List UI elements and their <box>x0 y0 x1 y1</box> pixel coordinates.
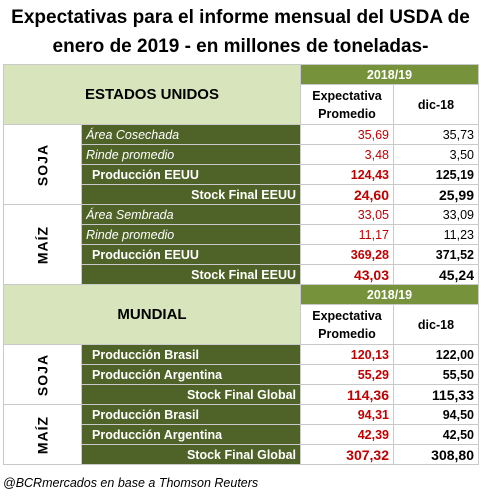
value-dic: 94,50 <box>393 404 479 425</box>
value-dic: 11,23 <box>393 224 479 245</box>
column-dic: dic-18 <box>393 304 479 345</box>
value-dic: 122,00 <box>393 344 479 365</box>
section-title-world: MUNDIAL <box>3 284 301 345</box>
value-dic: 35,73 <box>393 124 479 145</box>
title-line-2: enero de 2019 - en millones de toneladas… <box>52 36 429 57</box>
side-label-maiz: MAÍZ <box>3 404 82 465</box>
side-label-maiz: MAÍZ <box>3 204 82 285</box>
value-expectativa: 11,17 <box>300 224 394 245</box>
value-expectativa: 369,28 <box>300 244 394 265</box>
expectations-table: ESTADOS UNIDOS 2018/19 Expectativa Prome… <box>3 64 479 465</box>
value-expectativa: 124,43 <box>300 164 394 185</box>
stock-expectativa: 43,03 <box>300 264 394 285</box>
year-header: 2018/19 <box>300 284 479 305</box>
stock-dic: 115,33 <box>393 384 479 405</box>
value-dic: 371,52 <box>393 244 479 265</box>
column-expectativa: Expectativa Promedio <box>300 84 394 125</box>
value-expectativa: 33,05 <box>300 204 394 225</box>
row-label: Área Sembrada <box>81 204 301 225</box>
value-expectativa: 42,39 <box>300 424 394 445</box>
stock-expectativa: 114,36 <box>300 384 394 405</box>
side-label-soja: SOJA <box>3 344 82 405</box>
section-title-us: ESTADOS UNIDOS <box>3 64 301 125</box>
value-expectativa: 3,48 <box>300 144 394 165</box>
year-header: 2018/19 <box>300 64 479 85</box>
value-expectativa: 55,29 <box>300 364 394 385</box>
stock-label: Stock Final EEUU <box>81 184 301 205</box>
stock-dic: 308,80 <box>393 444 479 465</box>
stock-dic: 25,99 <box>393 184 479 205</box>
value-dic: 55,50 <box>393 364 479 385</box>
value-expectativa: 120,13 <box>300 344 394 365</box>
source-footer: @BCRmercados en base a Thomson Reuters <box>3 476 259 490</box>
stock-label: Stock Final EEUU <box>81 264 301 285</box>
stock-expectativa: 24,60 <box>300 184 394 205</box>
value-dic: 3,50 <box>393 144 479 165</box>
value-dic: 33,09 <box>393 204 479 225</box>
side-label-soja: SOJA <box>3 124 82 205</box>
row-label: Producción Brasil <box>81 344 301 365</box>
title-line-1: Expectativas para el informe mensual del… <box>11 7 470 28</box>
page-title: Expectativas para el informe mensual del… <box>0 3 481 61</box>
row-label: Producción EEUU <box>81 244 301 265</box>
column-expectativa: Expectativa Promedio <box>300 304 394 345</box>
row-label: Producción EEUU <box>81 164 301 185</box>
value-expectativa: 94,31 <box>300 404 394 425</box>
row-label: Rinde promedio <box>81 144 301 165</box>
stock-label: Stock Final Global <box>81 444 301 465</box>
row-label: Producción Argentina <box>81 424 301 445</box>
stock-label: Stock Final Global <box>81 384 301 405</box>
stock-expectativa: 307,32 <box>300 444 394 465</box>
value-dic: 125,19 <box>393 164 479 185</box>
value-expectativa: 35,69 <box>300 124 394 145</box>
row-label: Área Cosechada <box>81 124 301 145</box>
row-label: Rinde promedio <box>81 224 301 245</box>
row-label: Producción Argentina <box>81 364 301 385</box>
stock-dic: 45,24 <box>393 264 479 285</box>
column-dic: dic-18 <box>393 84 479 125</box>
row-label: Producción Brasil <box>81 404 301 425</box>
value-dic: 42,50 <box>393 424 479 445</box>
